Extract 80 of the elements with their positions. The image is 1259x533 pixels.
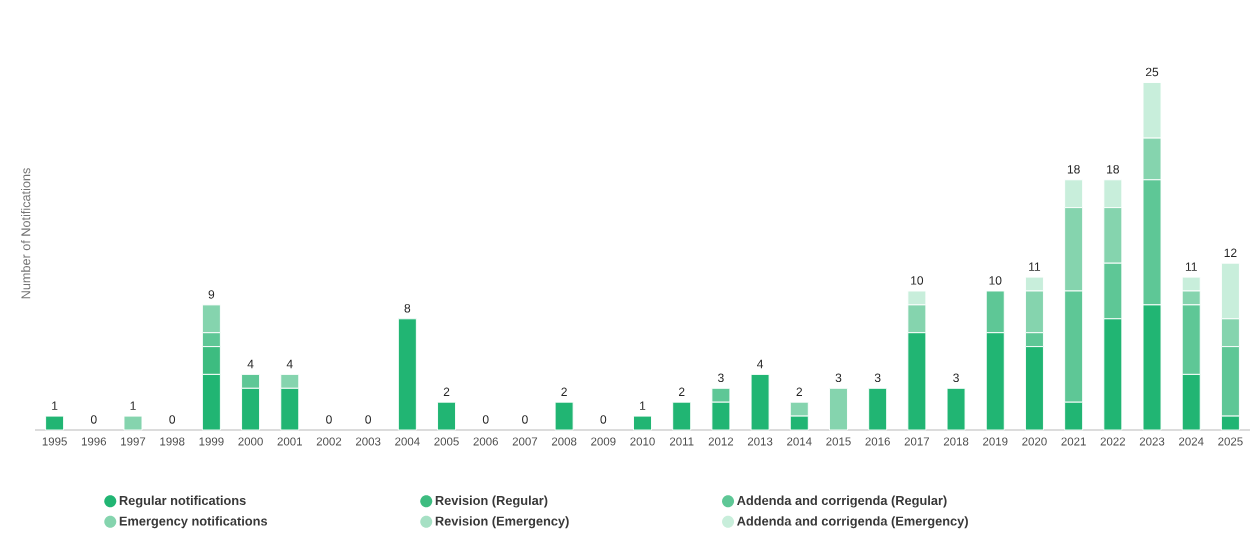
annotation: 4 [247,359,254,369]
x-tick-label: 2007 [512,437,538,446]
x-tick-label: 2021 [1061,437,1086,446]
x-tick-label: 2016 [865,437,890,446]
annotation: 2 [796,387,803,396]
y-axis-title: Number of Notifications [20,168,31,299]
annotation: 1 [52,401,58,410]
annotation: 10 [911,276,924,285]
legend-label: Regular notifications [119,495,246,508]
annotation: 10 [989,276,1002,285]
annotation: 0 [326,415,332,424]
annotation: 0 [482,415,489,424]
x-tick-label: 1995 [42,437,67,446]
legend-label: Addenda and corrigenda (Emergency) [737,516,968,529]
bar [946,387,966,431]
x-tick-label: 2001 [277,437,302,446]
x-tick-label: 2005 [434,437,459,446]
bar [123,415,143,431]
x-tick-label: 2009 [591,437,616,446]
bar [397,318,417,431]
annotation: 0 [90,415,97,424]
annotation: 0 [365,415,372,424]
x-tick-label: 2018 [943,437,969,446]
annotation: 25 [1145,67,1159,77]
bar [45,415,65,431]
annotation: 18 [1067,165,1080,174]
annotation: 3 [953,373,959,383]
x-tick-label: 1997 [121,437,146,446]
annotation: 3 [874,373,881,383]
bar [750,373,770,431]
annotation: 2 [443,387,450,396]
x-tick-label: 2013 [747,437,773,446]
x-tick-label: 2023 [1139,437,1165,446]
x-tick-label: 2006 [473,437,498,446]
annotation: 0 [522,415,528,424]
x-tick-label: 1996 [81,437,107,446]
bar [554,401,574,431]
x-tick-label: 2012 [708,437,734,446]
x-tick-label: 2017 [904,437,930,446]
annotation: 4 [286,359,293,369]
bar [829,387,848,431]
annotation: 2 [678,387,685,396]
x-tick-label: 2019 [983,437,1008,446]
x-tick-label: 2024 [1179,437,1204,446]
annotation: 4 [757,359,764,369]
annotation: 8 [404,304,411,313]
x-tick-label: 2004 [395,437,420,446]
x-tick-label: 2008 [551,437,577,446]
x-tick-label: 2003 [355,437,381,446]
annotation: 18 [1107,165,1119,174]
annotation: 0 [600,415,607,424]
legend-label: Revision (Regular) [435,495,548,508]
annotation: 12 [1224,248,1237,257]
x-tick-label: 1998 [160,437,185,446]
x-tick-label: 2025 [1218,437,1243,446]
x-tick-label: 2014 [787,437,812,446]
bar [672,401,692,431]
annotation: 11 [1029,262,1041,271]
bar [437,401,457,431]
annotation: 2 [561,387,567,396]
annotation: 1 [130,401,136,410]
x-tick-label: 1999 [199,437,224,446]
annotation: 1 [640,401,646,410]
legend-label: Revision (Emergency) [435,516,569,529]
x-tick-label: 2020 [1022,437,1047,446]
x-tick-label: 2011 [669,437,694,446]
x-tick-label: 2015 [826,437,851,446]
legend-label: Addenda and corrigenda (Regular) [737,495,947,508]
annotation: 0 [169,415,176,424]
x-tick-label: 2010 [630,437,655,446]
annotation: 9 [208,290,215,299]
bar [633,415,652,431]
bar [868,387,888,431]
annotation: 3 [718,373,724,383]
annotation: 11 [1185,262,1197,271]
x-tick-label: 2000 [238,437,263,446]
annotation: 3 [835,373,842,383]
legend-label: Emergency notifications [119,516,268,529]
x-tick-label: 2002 [316,437,342,446]
x-tick-label: 2022 [1100,437,1125,446]
